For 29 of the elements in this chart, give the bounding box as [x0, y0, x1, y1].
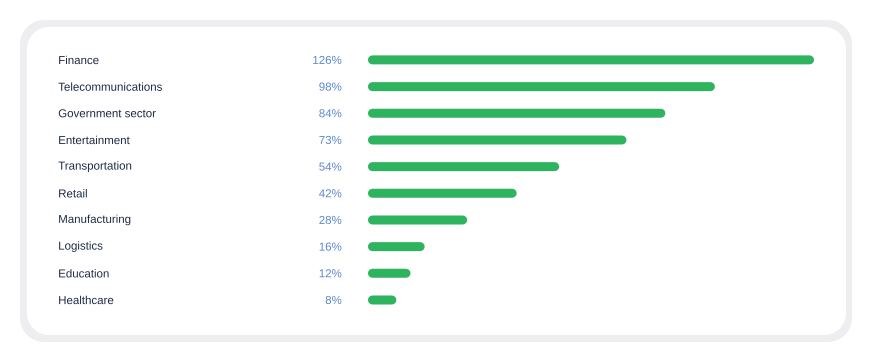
y-tick-label: Telecommunications	[58, 82, 162, 91]
bar	[368, 82, 715, 92]
bar	[368, 215, 468, 224]
y-tick-label: Logistics	[59, 241, 103, 252]
y-tick-label: Transportation	[58, 161, 132, 172]
data-label: 98%	[319, 82, 342, 91]
data-label: 126%	[313, 56, 342, 64]
y-tick-label: Government sector	[58, 109, 156, 118]
data-label: 28%	[319, 216, 342, 224]
y-tick-label: Entertainment	[59, 136, 130, 144]
bar	[368, 55, 814, 64]
data-label: 84%	[319, 109, 342, 118]
data-label: 42%	[319, 189, 342, 198]
bar	[368, 135, 626, 144]
data-label: 54%	[319, 162, 342, 171]
bar	[368, 108, 666, 118]
bar	[368, 268, 410, 278]
y-tick-label: Finance	[59, 56, 99, 64]
y-tick-label: Education	[59, 269, 109, 278]
y-tick-label: Manufacturing	[59, 214, 130, 226]
y-tick-label: Healthcare	[59, 296, 114, 304]
bar	[368, 162, 560, 172]
data-label: 73%	[319, 136, 342, 144]
bar	[368, 188, 517, 198]
y-tick-label: Retail	[59, 189, 87, 198]
data-label: 16%	[320, 242, 342, 251]
bar	[368, 242, 425, 252]
data-label: 12%	[320, 269, 342, 278]
data-label: 8%	[326, 296, 342, 304]
